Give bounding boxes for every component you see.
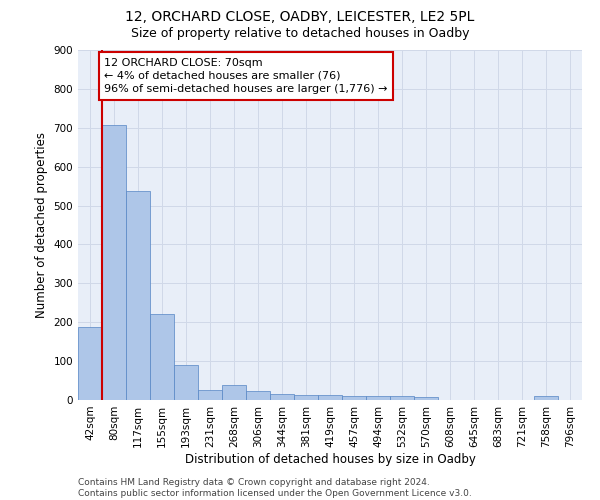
Text: 12, ORCHARD CLOSE, OADBY, LEICESTER, LE2 5PL: 12, ORCHARD CLOSE, OADBY, LEICESTER, LE2… <box>125 10 475 24</box>
Bar <box>246 390 270 400</box>
Bar <box>294 395 318 400</box>
Bar <box>78 327 102 400</box>
Bar <box>270 394 294 400</box>
Bar <box>342 396 366 400</box>
Bar <box>414 396 438 400</box>
Bar <box>198 390 222 400</box>
Bar <box>126 191 150 400</box>
Y-axis label: Number of detached properties: Number of detached properties <box>35 132 48 318</box>
Bar <box>102 126 126 400</box>
Bar <box>534 396 558 400</box>
Text: Size of property relative to detached houses in Oadby: Size of property relative to detached ho… <box>131 28 469 40</box>
Bar <box>150 314 174 400</box>
X-axis label: Distribution of detached houses by size in Oadby: Distribution of detached houses by size … <box>185 452 475 466</box>
Bar <box>174 364 198 400</box>
Bar <box>366 396 390 400</box>
Bar <box>390 396 414 400</box>
Bar <box>222 385 246 400</box>
Text: 12 ORCHARD CLOSE: 70sqm
← 4% of detached houses are smaller (76)
96% of semi-det: 12 ORCHARD CLOSE: 70sqm ← 4% of detached… <box>104 58 388 94</box>
Text: Contains HM Land Registry data © Crown copyright and database right 2024.
Contai: Contains HM Land Registry data © Crown c… <box>78 478 472 498</box>
Bar <box>318 395 342 400</box>
